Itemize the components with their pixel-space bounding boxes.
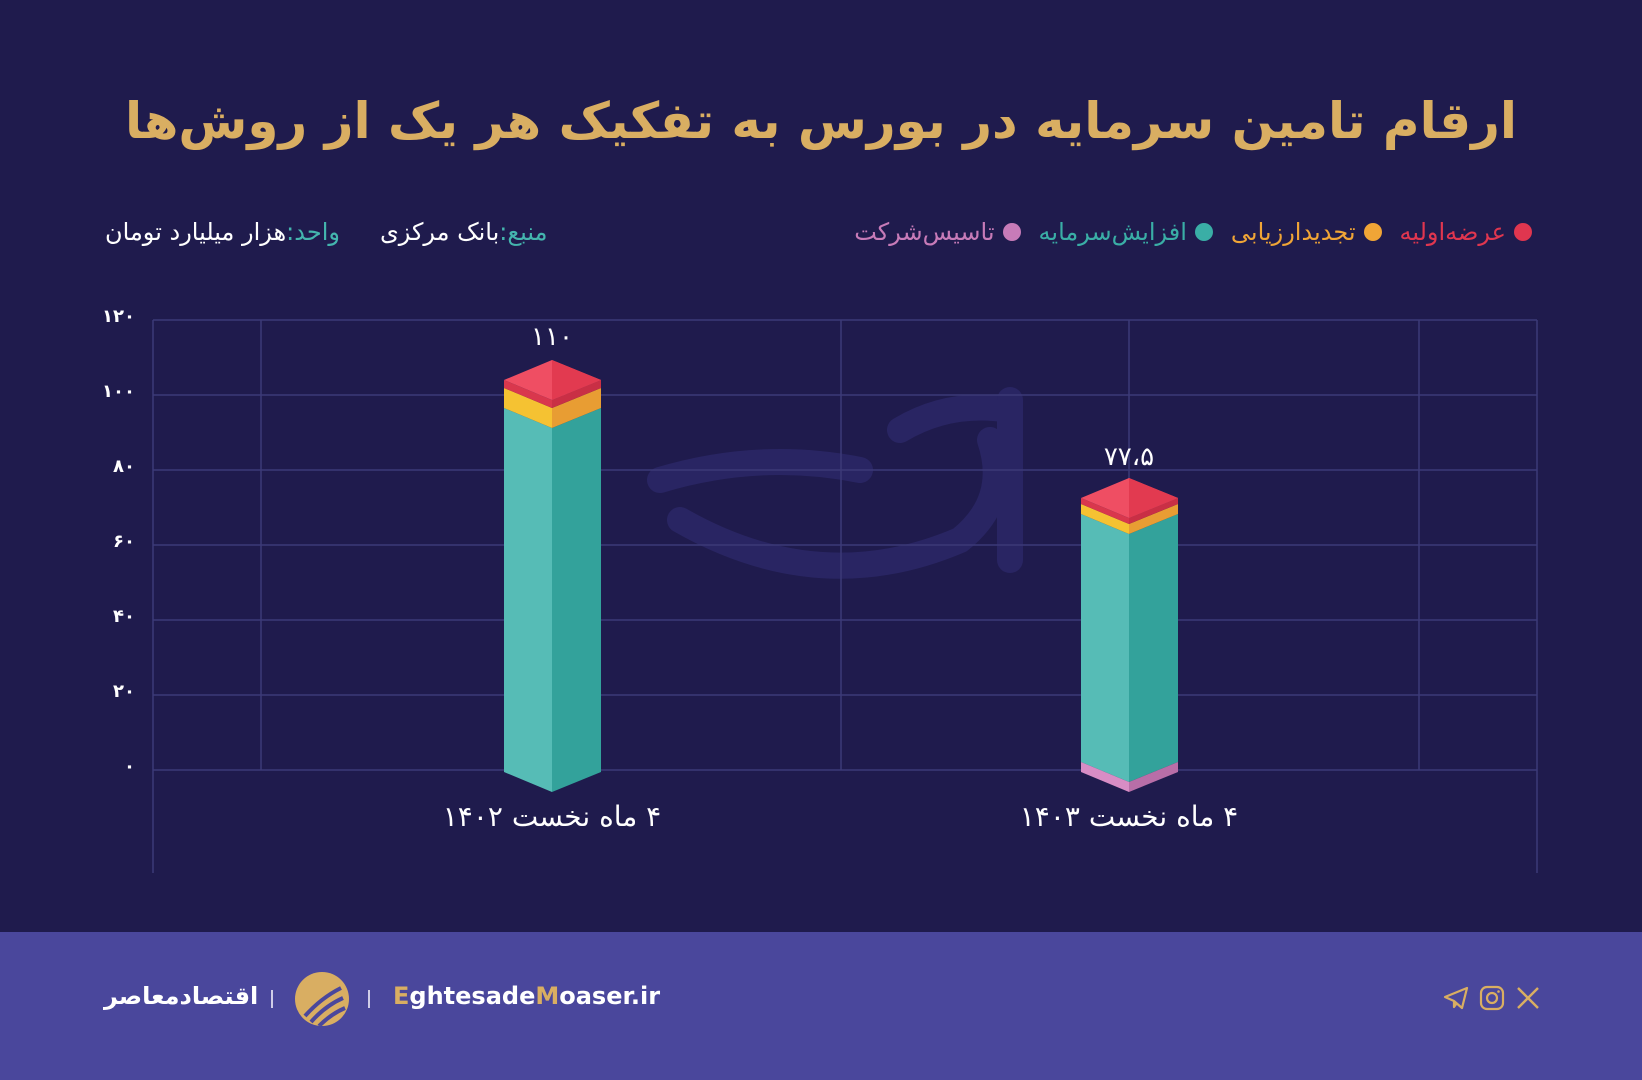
divider [271,990,273,1008]
grid-lines [152,319,1538,873]
bar-total-label: ۱۱۰ [531,322,573,352]
y-tick: ۴۰ [113,606,135,627]
legend-item-ipo: عرضه‌اولیه [1399,218,1532,246]
watermark-icon [647,387,1023,579]
social-links [1442,984,1542,1012]
x-label: ۴ ماه نخست ۱۴۰۲ [442,800,662,833]
unit-key: واحد: [286,218,340,246]
telegram-icon[interactable] [1442,984,1470,1012]
meta-row: عرضه‌اولیه تجدیدارزیابی افزایش‌سرمایه تا… [100,218,1542,258]
source-key: منبع: [499,218,548,246]
y-tick: ۶۰ [113,531,135,552]
legend: عرضه‌اولیه تجدیدارزیابی افزایش‌سرمایه تا… [854,218,1532,246]
source-value: بانک مرکزی [379,218,500,246]
bar-1403 [1081,478,1178,792]
legend-item-revaluation: تجدیدارزیابی [1231,218,1382,246]
unit-value: هزار میلیارد تومان [105,218,287,246]
legend-label: عرضه‌اولیه [1399,218,1507,246]
chart-title: ارقام تامین سرمایه در بورس به تفکیک هر ی… [124,92,1518,150]
logo-icon [295,972,349,1026]
y-tick: ۲۰ [113,681,135,702]
bar-total-label: ۷۷،۵ [1103,442,1155,472]
unit: واحد:هزار میلیارد تومان [105,218,340,246]
website-link[interactable]: EghtesadeMoaser.ir [393,982,661,1010]
divider [368,990,370,1008]
legend-label: افزایش‌سرمایه [1038,218,1187,246]
legend-label: تجدیدارزیابی [1230,218,1356,246]
y-tick: ۰ [124,756,135,777]
chart-svg [152,319,1538,873]
x-label: ۴ ماه نخست ۱۴۰۳ [1019,800,1239,833]
y-tick: ۱۲۰ [102,306,135,327]
x-icon[interactable] [1514,984,1542,1012]
footer: اقتصادمعاصر EghtesadeMoaser.ir [0,932,1642,1080]
source-unit: منبع:بانک مرکزی واحد:هزار میلیارد تومان [105,218,548,246]
source: منبع:بانک مرکزی [380,218,548,246]
instagram-icon[interactable] [1478,984,1506,1012]
y-tick: ۸۰ [113,456,135,477]
legend-label: تاسیس‌شرکت [854,218,995,246]
legend-dot-icon [1194,223,1213,241]
legend-dot-icon [1002,223,1021,241]
legend-item-incorporation: تاسیس‌شرکت [854,218,1021,246]
chart-area: ۱۲۰ ۱۰۰ ۸۰ ۶۰ ۴۰ ۲۰ ۰ ۱۱۰ ۷۷،۵ ۴ ماه نخس… [102,306,1538,873]
y-tick: ۱۰۰ [102,381,135,402]
brand-name: اقتصادمعاصر [104,982,259,1010]
legend-dot-icon [1363,223,1382,241]
bar-1402 [504,360,601,792]
legend-dot-icon [1514,223,1532,241]
legend-item-capital-increase: افزایش‌سرمایه [1039,218,1213,246]
